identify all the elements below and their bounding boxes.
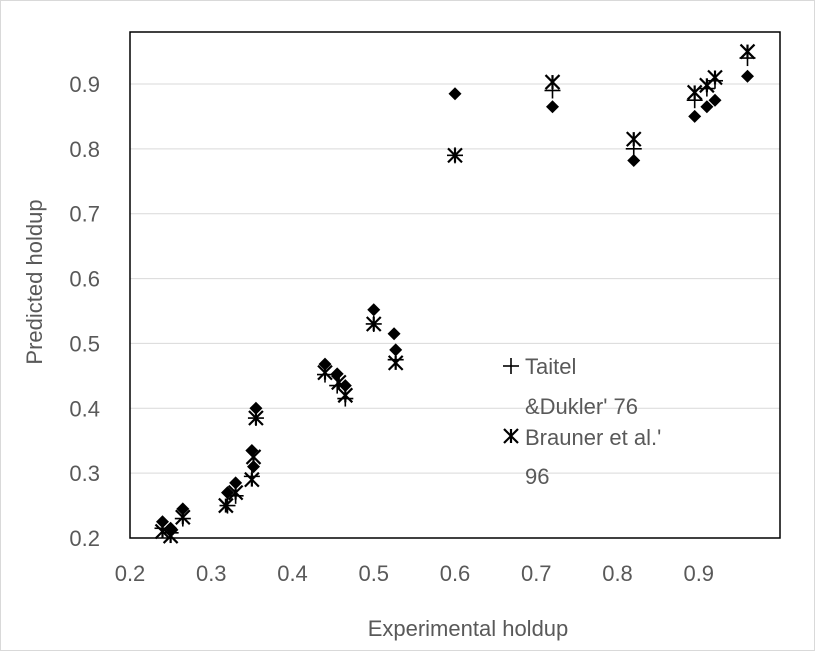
y-tick-label: 0.7 (69, 202, 100, 227)
legend-label-brauner-line2: 96 (525, 464, 549, 489)
x-tick-labels: 0.2 0.3 0.4 0.5 0.6 0.7 0.8 0.9 (115, 561, 714, 586)
x-tick-label: 0.5 (358, 561, 389, 586)
asterisk-point (247, 450, 261, 464)
x-tick-label: 0.4 (277, 561, 308, 586)
y-tick-label: 0.6 (69, 267, 100, 292)
diamond-point (741, 70, 754, 83)
legend-plus-marker (503, 358, 519, 374)
data-points (155, 45, 756, 543)
y-tick-label: 0.2 (69, 526, 100, 551)
asterisk-point (741, 45, 755, 59)
diamond-point (367, 303, 380, 316)
y-tick-label: 0.4 (69, 396, 100, 421)
y-tick-label: 0.8 (69, 137, 100, 162)
plot-area-border (130, 32, 780, 538)
y-tick-label: 0.5 (69, 331, 100, 356)
x-tick-label: 0.8 (602, 561, 633, 586)
legend-plus-glyph (503, 358, 519, 374)
legend-label-brauner-line1: Brauner et al.' (525, 425, 661, 450)
gridlines (130, 84, 780, 473)
asterisk-point (688, 85, 702, 99)
asterisk-point (176, 510, 190, 524)
asterisk-point (627, 132, 641, 146)
y-axis-title: Predicted holdup (22, 199, 47, 364)
asterisk-point (338, 388, 352, 402)
legend-asterisk-marker (504, 429, 518, 443)
asterisk-point (245, 473, 259, 487)
x-tick-label: 0.3 (196, 561, 227, 586)
legend: Taitel &Dukler' 76 Brauner et al.' 96 (503, 354, 661, 489)
asterisk-point (318, 366, 332, 380)
diamond-point (688, 110, 701, 123)
diamond-point (546, 100, 559, 113)
y-tick-labels: 0.2 0.3 0.4 0.5 0.6 0.7 0.8 0.9 (69, 72, 100, 551)
x-tick-label: 0.7 (521, 561, 552, 586)
x-axis-title: Experimental holdup (368, 616, 569, 641)
x-tick-label: 0.9 (683, 561, 714, 586)
legend-label-taitel-line1: Taitel (525, 354, 576, 379)
legend-label-taitel-line2: &Dukler' 76 (525, 394, 638, 419)
y-tick-label: 0.9 (69, 72, 100, 97)
plus-point (220, 498, 236, 514)
diamond-point (449, 87, 462, 100)
x-tick-label: 0.6 (440, 561, 471, 586)
y-tick-label: 0.3 (69, 461, 100, 486)
asterisk-point (708, 71, 722, 85)
asterisk-point (546, 75, 560, 89)
diamond-point (388, 327, 401, 340)
x-tick-label: 0.2 (115, 561, 146, 586)
legend-asterisk-glyph (504, 429, 518, 443)
asterisk-point (389, 356, 403, 370)
